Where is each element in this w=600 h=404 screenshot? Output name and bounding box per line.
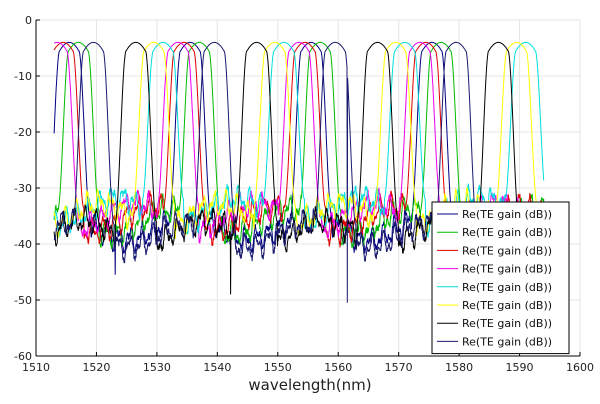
legend-entry-label: Re(TE gain (dB)) bbox=[462, 244, 552, 257]
x-tick-label: 1570 bbox=[385, 361, 413, 374]
grid bbox=[35, 19, 581, 357]
y-tick-label: -40 bbox=[14, 238, 32, 251]
y-tick-label: 0 bbox=[25, 14, 32, 27]
legend-entry-label: Re(TE gain (dB)) bbox=[462, 335, 552, 348]
x-tick-label: 1600 bbox=[566, 361, 594, 374]
legend-entry-label: Re(TE gain (dB)) bbox=[462, 208, 552, 221]
legend-entry-label: Re(TE gain (dB)) bbox=[462, 226, 552, 239]
x-tick-label: 1580 bbox=[445, 361, 473, 374]
legend-box bbox=[431, 201, 570, 355]
x-tick-label: 1590 bbox=[506, 361, 534, 374]
x-tick-label: 1510 bbox=[22, 361, 50, 374]
x-tick-label: 1550 bbox=[264, 361, 292, 374]
y-tick-label: -20 bbox=[14, 126, 32, 139]
x-tick-label: 1520 bbox=[82, 361, 110, 374]
y-tick-label: -30 bbox=[14, 182, 32, 195]
legend-entry-label: Re(TE gain (dB)) bbox=[462, 281, 552, 294]
legend-entry-label: Re(TE gain (dB)) bbox=[462, 263, 552, 276]
x-axis-title: wavelength(nm) bbox=[248, 376, 371, 394]
axes: 1510 1520 1530 1540 1550 1560 1570 1580 1590 1600… bbox=[14, 14, 594, 374]
x-tick-label: 1530 bbox=[143, 361, 171, 374]
x-tick-label: 1560 bbox=[324, 361, 352, 374]
legend-entry-label: Re(TE gain (dB)) bbox=[462, 299, 552, 312]
series-line bbox=[53, 41, 545, 303]
x-tick-label: 1540 bbox=[203, 361, 231, 374]
legend-entry-label: Re(TE gain (dB)) bbox=[462, 317, 552, 330]
y-tick-label: -50 bbox=[14, 294, 32, 307]
y-tick-label: -10 bbox=[14, 70, 32, 83]
legend: Re(TE gain (dB)) Re(TE gain (dB)) Re(TE ga… bbox=[431, 201, 570, 355]
y-tick-label: -60 bbox=[14, 350, 32, 363]
